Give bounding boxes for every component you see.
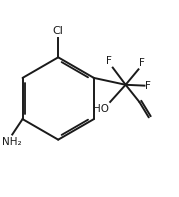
Text: F: F (139, 58, 145, 68)
Text: F: F (106, 56, 112, 66)
Text: Cl: Cl (52, 26, 63, 35)
Text: NH₂: NH₂ (2, 137, 21, 147)
Text: HO: HO (93, 104, 109, 114)
Text: F: F (145, 81, 151, 91)
